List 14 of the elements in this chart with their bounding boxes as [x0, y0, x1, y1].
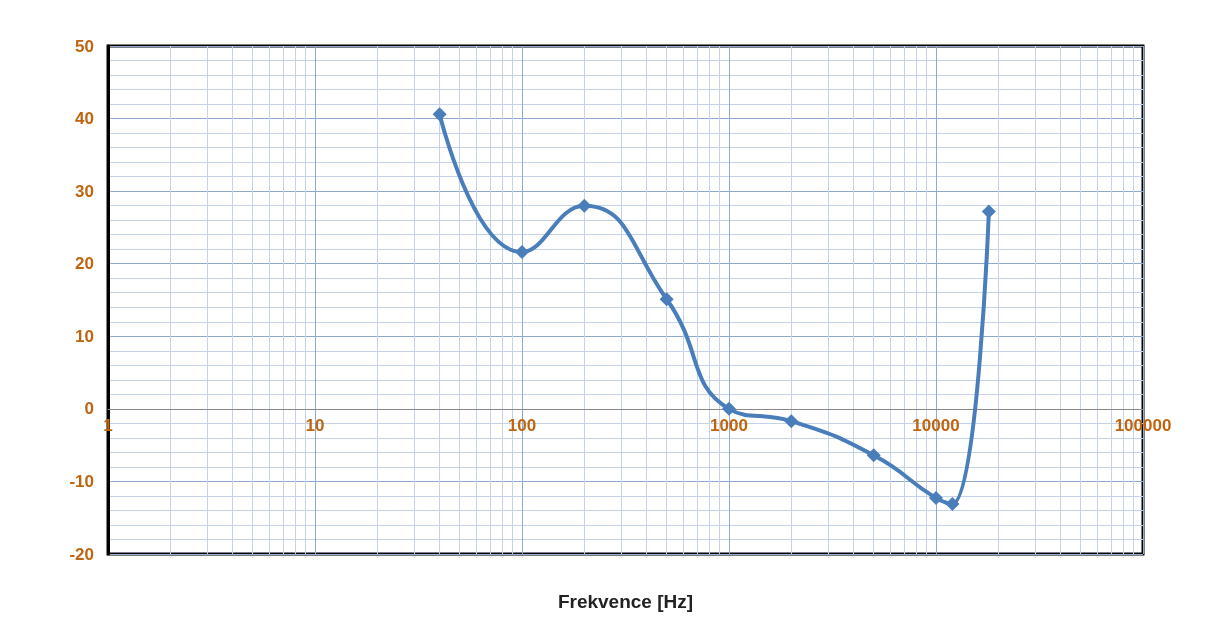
y-tick-label: -10 — [69, 471, 94, 491]
y-tick-label: 40 — [75, 109, 94, 129]
y-tick-label: 20 — [75, 254, 94, 274]
x-tick-label: 100000 — [1114, 415, 1172, 435]
y-tick-label: 10 — [75, 326, 94, 346]
x-tick-label: 10 — [305, 415, 325, 435]
x-axis-title: Frekvence [Hz] — [557, 591, 694, 612]
y-tick-label: 50 — [75, 36, 94, 56]
x-tick-label: 1000 — [710, 415, 748, 435]
y-tick-label: -20 — [69, 544, 94, 564]
x-tick-label: 10000 — [912, 415, 960, 435]
y-tick-label: 30 — [75, 181, 94, 201]
y-tick-label: 0 — [84, 399, 94, 419]
x-tick-label: 100 — [507, 415, 537, 435]
